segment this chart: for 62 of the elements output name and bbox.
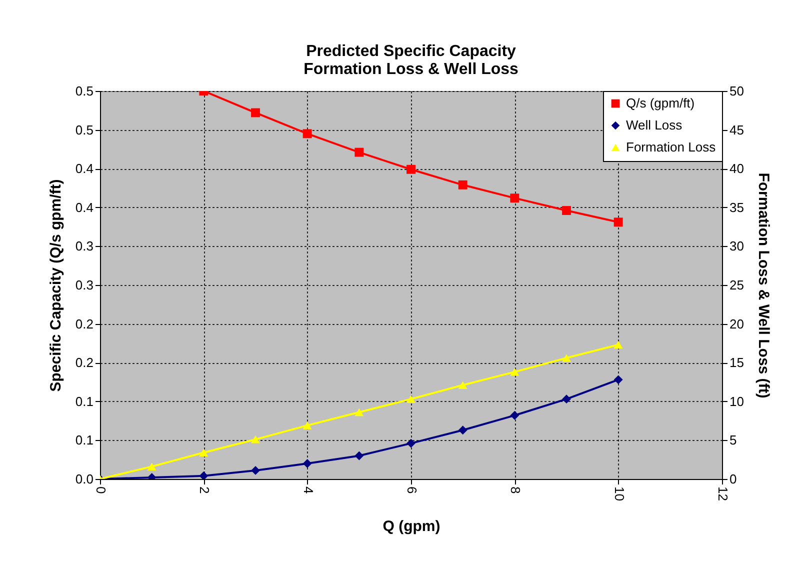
y-tick-label: 0.4 <box>75 200 94 215</box>
y2-tick-label: 15 <box>730 355 744 370</box>
point <box>614 375 623 384</box>
point <box>562 206 571 215</box>
y-tick-label: 0.5 <box>75 122 94 138</box>
point <box>406 395 416 403</box>
point <box>199 448 208 456</box>
point <box>510 368 520 376</box>
y-tick-label: 0.0 <box>75 472 94 486</box>
point <box>251 436 260 444</box>
y2-tick-label: 35 <box>730 200 744 215</box>
x-tick-label: 2 <box>197 486 212 494</box>
point <box>354 451 364 460</box>
point <box>510 194 520 203</box>
y2-tick-label: 5 <box>730 432 737 448</box>
legend-label: Well Loss <box>626 118 683 132</box>
point <box>406 164 416 174</box>
y2-axis-title: Formation Loss & Well Loss (ft) <box>754 172 772 398</box>
x-tick-label: 10 <box>612 486 627 501</box>
point <box>354 148 364 157</box>
point <box>458 426 468 435</box>
point <box>614 218 623 227</box>
point <box>562 354 571 362</box>
y2-tick-label: 25 <box>730 278 744 292</box>
y-tick-label: 0.4 <box>75 161 94 176</box>
x-tick-label: 8 <box>508 486 524 494</box>
x-tick-label: 6 <box>404 486 420 494</box>
point <box>562 394 571 404</box>
y2-tick-label: 45 <box>730 122 744 138</box>
y-tick-label: 0.1 <box>75 394 94 409</box>
x-tick-label: 0 <box>94 486 108 494</box>
y2-tick-label: 40 <box>730 161 744 176</box>
point <box>458 180 468 190</box>
chart-title: Predicted Specific Capacity Formation Loss & Well Loss <box>304 43 519 78</box>
point <box>302 422 312 430</box>
y-tick-label: 0.5 <box>75 84 94 98</box>
y-tick-label: 0.3 <box>75 278 94 292</box>
y-tick-label: 0.3 <box>75 238 94 254</box>
point <box>406 438 416 448</box>
point <box>458 381 468 389</box>
point <box>199 471 208 479</box>
legend-label: Formation Loss <box>626 140 716 154</box>
point <box>302 129 312 138</box>
x-tick-label: 12 <box>716 486 730 501</box>
legend-label: Q/s (gpm/ft) <box>626 96 695 110</box>
point <box>251 466 260 475</box>
y-tick-label: 0.2 <box>75 355 94 370</box>
y-axis-title: Specific Capacity (Q/s gpm/ft) <box>47 179 64 392</box>
x-axis-title: Q (gpm) <box>382 518 440 535</box>
y2-tick-label: 10 <box>730 394 744 409</box>
point <box>354 408 364 416</box>
point <box>251 108 260 118</box>
y-tick-label: 0.2 <box>75 316 94 332</box>
point <box>510 410 520 420</box>
y-tick-label: 0.1 <box>75 432 94 448</box>
y2-tick-label: 50 <box>730 84 744 98</box>
point <box>614 340 623 349</box>
y2-tick-label: 20 <box>730 316 744 332</box>
point <box>147 462 156 470</box>
point <box>302 459 312 468</box>
x-tick-label: 4 <box>300 486 316 494</box>
y2-tick-label: 30 <box>730 238 744 254</box>
